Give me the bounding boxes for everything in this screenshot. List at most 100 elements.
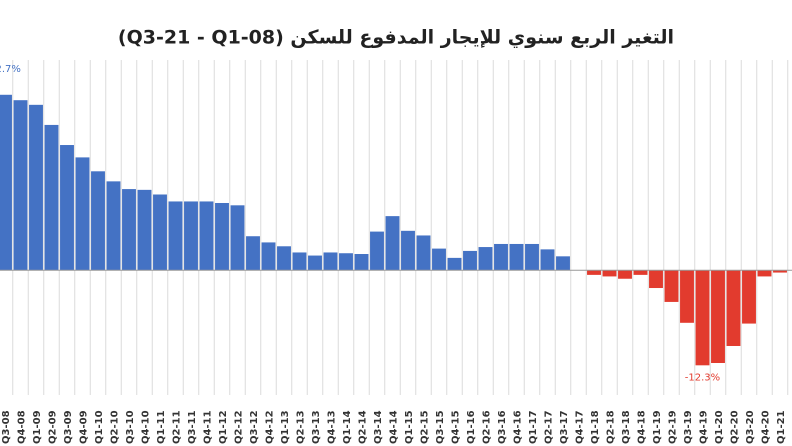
x-tick-label: Q2-12 — [234, 410, 245, 444]
x-tick-label: Q3-18 — [621, 410, 632, 444]
bar — [633, 270, 648, 275]
x-tick-label: Q4-17 — [575, 410, 586, 444]
bar — [432, 248, 446, 271]
x-tick-label: Q3-17 — [559, 410, 570, 444]
bar — [742, 270, 756, 324]
bar — [44, 124, 59, 271]
x-tick-label: Q3-20 — [745, 410, 756, 444]
x-tick-label: Q4-18 — [637, 410, 648, 444]
x-tick-label: Q4-10 — [141, 410, 152, 444]
bar — [0, 94, 12, 271]
x-tick-label: Q4-11 — [203, 410, 214, 444]
x-tick-label: Q2-13 — [296, 410, 307, 444]
bar — [370, 231, 384, 271]
bar — [540, 249, 555, 271]
x-tick-label: Q2-16 — [482, 410, 493, 444]
x-tick-label: Q3-15 — [435, 410, 446, 444]
bar — [463, 250, 477, 271]
x-tick-label: Q1-20 — [714, 410, 725, 444]
x-tick-label: Q3-12 — [249, 410, 260, 444]
x-tick-label: Q4-19 — [699, 410, 710, 444]
x-tick-label: Q1-10 — [94, 410, 105, 444]
x-tick-label: Q3-09 — [63, 410, 74, 444]
x-tick-label: Q1-17 — [528, 410, 539, 444]
x-tick-label: Q3-08 — [1, 410, 12, 444]
x-tick-label: Q2-11 — [172, 410, 183, 444]
x-tick-label: Q2-18 — [606, 410, 617, 444]
bar — [153, 194, 167, 271]
bar — [447, 257, 462, 271]
bar — [385, 216, 400, 271]
x-tick-label: Q1-16 — [466, 410, 477, 444]
x-tick-label: Q4-20 — [761, 410, 772, 444]
bar — [323, 252, 338, 271]
bar — [695, 270, 710, 366]
x-tick-label: Q2-19 — [668, 410, 679, 444]
bar — [292, 252, 307, 271]
bar — [261, 242, 276, 271]
x-tick-label: Q1-09 — [32, 410, 43, 444]
x-tick-label: Q1-14 — [342, 410, 353, 444]
chart-title: التغير الربع سنوي للإيجار المدفوع للسكن … — [118, 27, 674, 50]
x-tick-label: Q4-16 — [513, 410, 524, 444]
x-tick-label: Q1-15 — [404, 410, 415, 444]
bar — [602, 270, 617, 277]
bar — [91, 171, 105, 271]
bar — [556, 256, 570, 271]
bar — [75, 157, 90, 271]
data-label: 22.7% — [0, 64, 21, 75]
bar — [711, 270, 725, 363]
x-tick-label: Q3-11 — [187, 410, 198, 444]
bar — [726, 270, 741, 346]
bar — [106, 181, 121, 271]
bar — [773, 270, 787, 273]
bar — [354, 254, 369, 271]
bar — [587, 270, 601, 275]
x-tick-label: Q2-10 — [110, 410, 121, 444]
bar — [416, 235, 431, 271]
data-label: -12.3% — [685, 372, 720, 383]
x-tick-label: Q1-11 — [156, 410, 167, 444]
x-tick-label: Q1-18 — [590, 410, 601, 444]
bar — [277, 246, 291, 271]
x-tick-label: Q4-14 — [389, 410, 400, 444]
x-tick-label: Q4-12 — [265, 410, 276, 444]
bar — [680, 270, 694, 323]
bar — [199, 201, 214, 271]
bar — [215, 202, 229, 271]
bar — [618, 270, 632, 279]
bar — [29, 104, 43, 271]
bar — [509, 243, 524, 271]
x-tick-label: Q4-08 — [17, 410, 28, 444]
bar — [478, 247, 493, 271]
x-tick-label: Q3-19 — [683, 410, 694, 444]
x-tick-label: Q1-19 — [652, 410, 663, 444]
x-tick-label: Q2-09 — [48, 410, 59, 444]
x-tick-label: Q3-10 — [125, 410, 136, 444]
bar — [13, 100, 28, 271]
bar — [649, 270, 663, 289]
x-tick-label: Q1-12 — [218, 410, 229, 444]
x-tick-label: Q4-13 — [327, 410, 338, 444]
bar — [757, 270, 772, 277]
bar — [339, 253, 353, 271]
x-tick-label: Q3-16 — [497, 410, 508, 444]
bar — [184, 201, 198, 271]
bar — [168, 201, 183, 271]
bar — [246, 236, 260, 271]
bar — [308, 255, 322, 271]
x-tick-label: Q1-13 — [280, 410, 291, 444]
x-tick-label: Q2-15 — [420, 410, 431, 444]
x-tick-label: Q3-14 — [373, 410, 384, 444]
bar — [525, 243, 539, 271]
x-tick-label: Q2-17 — [544, 410, 555, 444]
x-tick-label: Q1-21 — [776, 410, 787, 444]
x-tick-label: Q2-20 — [730, 410, 741, 444]
x-tick-label: Q4-15 — [451, 410, 462, 444]
x-tick-label: Q2-14 — [358, 410, 369, 444]
x-tick-label: Q4-09 — [79, 410, 90, 444]
bar — [664, 270, 679, 302]
bar — [230, 205, 245, 271]
